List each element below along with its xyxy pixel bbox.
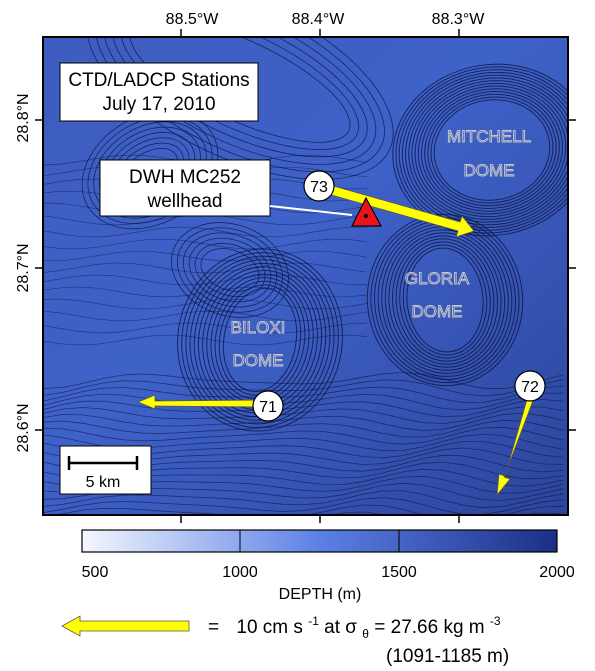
station-71-label: 71	[259, 399, 277, 416]
lon-label-885: 88.5°W	[166, 11, 220, 28]
stations: 73 71 72	[252, 170, 546, 422]
colorbar-tick-1500: 1500	[381, 564, 417, 581]
depth-colorbar: 500 1000 1500 2000 DEPTH (m)	[81, 529, 575, 603]
wellhead-line2: wellhead	[147, 191, 223, 212]
latitude-axis: 28.8°N 28.7°N 28.6°N	[15, 93, 576, 453]
map-frame	[42, 36, 569, 516]
station-71-arrow	[136, 394, 269, 410]
station-72-label: 72	[521, 379, 539, 396]
station-73-arrow	[327, 184, 475, 238]
scale-bar-label: 5 km	[86, 474, 121, 491]
station-72-marker	[514, 370, 546, 402]
wellhead-marker	[351, 196, 383, 227]
biloxi-dome-label-1: BILOXI	[231, 318, 286, 337]
gloria-dome-label-1: GLORIA	[405, 269, 470, 288]
biloxi-dome-label-2: DOME	[233, 351, 284, 370]
title-line1: CTD/LADCP Stations	[68, 70, 249, 91]
legend-arrow	[61, 615, 190, 637]
lat-label-286: 28.6°N	[15, 403, 32, 452]
wellhead-label: DWH MC252 wellhead	[99, 159, 353, 217]
wellhead-line1: DWH MC252	[129, 167, 241, 188]
title-box: CTD/LADCP Stations July 17, 2010	[59, 62, 259, 122]
lat-label-287: 28.7°N	[15, 243, 32, 292]
wellhead-leader-line	[269, 205, 353, 216]
lat-label-288: 28.8°N	[15, 93, 32, 142]
station-71-marker	[252, 390, 284, 422]
colorbar-tick-1000: 1000	[222, 564, 258, 581]
longitude-axis: 88.5°W 88.4°W 88.3°W	[166, 11, 486, 523]
mitchell-dome-label-1: MITCHELL	[447, 127, 531, 146]
station-73-marker	[303, 170, 335, 202]
colorbar-title: DEPTH (m)	[279, 586, 362, 603]
colorbar-tick-500: 500	[82, 564, 109, 581]
mitchell-dome-label-2: DOME	[464, 161, 515, 180]
title-line2: July 17, 2010	[102, 94, 215, 115]
legend-range: (1091-1185 m)	[386, 646, 509, 667]
legend-text: = 10 cm s -1 at σ θ = 27.66 kg m -3	[208, 609, 501, 643]
gloria-dome-label-2: DOME	[412, 302, 463, 321]
arrow-legend: = 10 cm s -1 at σ θ = 27.66 kg m -3 (109…	[61, 609, 509, 667]
station-73-label: 73	[310, 179, 328, 196]
lon-label-884: 88.4°W	[292, 11, 346, 28]
current-arrows	[136, 184, 535, 497]
colorbar-tick-2000: 2000	[539, 564, 575, 581]
lon-label-883: 88.3°W	[432, 11, 486, 28]
scale-bar: 5 km	[59, 445, 152, 495]
station-72-arrow	[496, 395, 535, 497]
